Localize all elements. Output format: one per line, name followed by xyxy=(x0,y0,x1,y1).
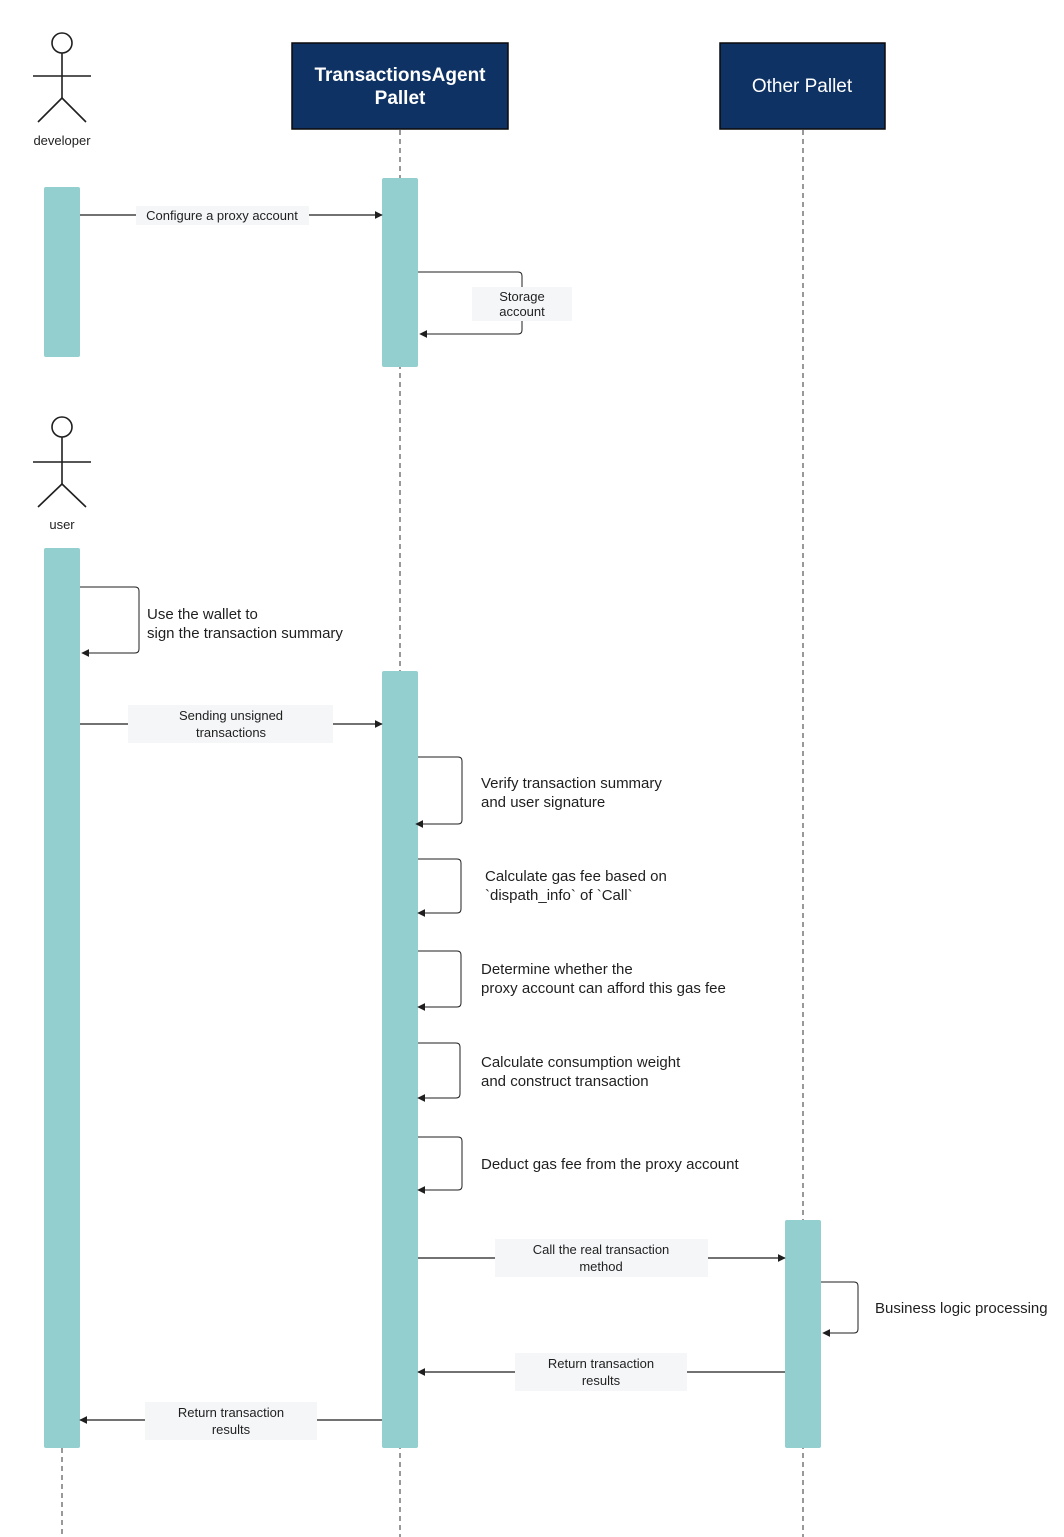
activation-developer xyxy=(44,187,80,357)
participant-transactionsagent-pallet: TransactionsAgent Pallet xyxy=(291,42,509,130)
actor-developer-name: developer xyxy=(33,133,91,148)
actor-user: user xyxy=(33,416,91,532)
activation-user xyxy=(44,548,80,1448)
message-call-real-line2: method xyxy=(579,1259,622,1274)
message-calc-gas-line2: `dispath_info` of `Call` xyxy=(485,887,633,904)
actor-developer: developer xyxy=(33,32,91,148)
message-business-label: Business logic processing xyxy=(875,1300,1048,1317)
actor-developer-head xyxy=(51,32,73,54)
message-determine-line1: Determine whether the xyxy=(481,961,633,978)
activation-agent-transaction xyxy=(382,671,418,1448)
message-calculate-consumption-weight: Calculate consumption weight and constru… xyxy=(417,1042,681,1102)
message-consumption-line2: and construct transaction xyxy=(481,1073,649,1090)
participant-other-pallet: Other Pallet xyxy=(719,42,886,130)
message-return-agent-line1: Return transaction xyxy=(548,1356,654,1371)
message-consumption-line1: Calculate consumption weight xyxy=(481,1054,681,1071)
message-verify-line2: and user signature xyxy=(481,794,605,811)
message-verify-signature: Verify transaction summary and user sign… xyxy=(415,756,662,828)
message-sign-line2: sign the transaction summary xyxy=(147,625,343,642)
message-storage-account: Storage account xyxy=(418,271,572,338)
message-calculate-gas-fee: Calculate gas fee based on `dispath_info… xyxy=(417,858,667,917)
actor-user-name: user xyxy=(49,517,75,532)
activation-other-pallet xyxy=(785,1220,821,1448)
message-storage-line2: account xyxy=(499,304,545,319)
message-storage-line1: Storage xyxy=(499,289,545,304)
message-return-to-agent: Return transaction results xyxy=(417,1353,785,1391)
message-verify-line1: Verify transaction summary xyxy=(481,775,662,792)
message-call-real-transaction: Call the real transaction method xyxy=(418,1239,786,1277)
message-return-agent-line2: results xyxy=(582,1373,621,1388)
message-deduct-gas-fee: Deduct gas fee from the proxy account xyxy=(417,1136,739,1194)
message-determine-affordability: Determine whether the proxy account can … xyxy=(417,950,726,1011)
message-determine-line2: proxy account can afford this gas fee xyxy=(481,980,726,997)
message-return-user-line1: Return transaction xyxy=(178,1405,284,1420)
participant-agent-line1: TransactionsAgent xyxy=(314,65,486,86)
message-sign-line1: Use the wallet to xyxy=(147,606,258,623)
message-business-logic: Business logic processing xyxy=(821,1281,1048,1337)
message-deduct-label: Deduct gas fee from the proxy account xyxy=(481,1156,739,1173)
message-configure-label: Configure a proxy account xyxy=(146,208,298,223)
message-sign-transaction-summary: Use the wallet to sign the transaction s… xyxy=(80,586,343,657)
message-sending-line2: transactions xyxy=(196,725,267,740)
message-calc-gas-line1: Calculate gas fee based on xyxy=(485,868,667,885)
actor-user-head xyxy=(51,416,73,438)
message-return-to-user: Return transaction results xyxy=(79,1402,382,1440)
message-call-real-line1: Call the real transaction xyxy=(533,1242,670,1257)
participant-agent-line2: Pallet xyxy=(375,88,426,109)
message-configure-proxy-account: Configure a proxy account xyxy=(80,206,383,225)
activation-agent-config xyxy=(382,178,418,367)
message-return-user-line2: results xyxy=(212,1422,251,1437)
participant-other-title: Other Pallet xyxy=(752,76,853,97)
message-sending-line1: Sending unsigned xyxy=(179,708,283,723)
message-sending-unsigned-transactions: Sending unsigned transactions xyxy=(80,705,383,743)
